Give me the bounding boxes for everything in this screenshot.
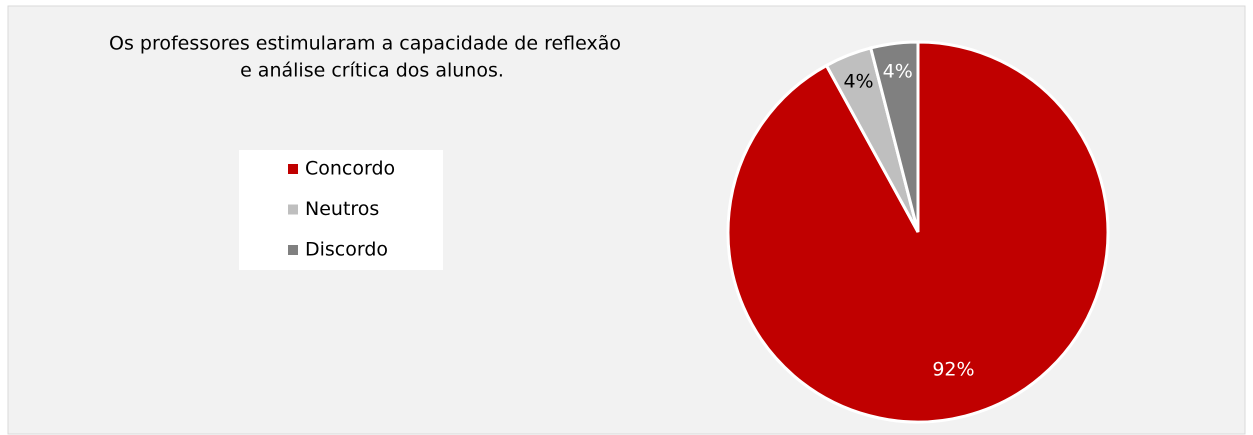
chart-title: Os professores estimularam a capacidade … bbox=[109, 33, 621, 55]
legend-label: Concordo bbox=[305, 158, 395, 180]
legend-label: Neutros bbox=[305, 198, 379, 220]
data-label: 4% bbox=[843, 70, 873, 92]
chart-title: e análise crítica dos alunos. bbox=[240, 60, 504, 82]
legend-swatch bbox=[288, 204, 298, 215]
legend-swatch bbox=[288, 164, 298, 174]
data-label: 92% bbox=[932, 359, 974, 381]
legend-swatch bbox=[288, 245, 298, 255]
data-label: 4% bbox=[883, 60, 913, 82]
legend-box bbox=[239, 150, 443, 270]
pie-slice bbox=[868, 40, 920, 233]
legend-label: Discordo bbox=[305, 239, 388, 261]
